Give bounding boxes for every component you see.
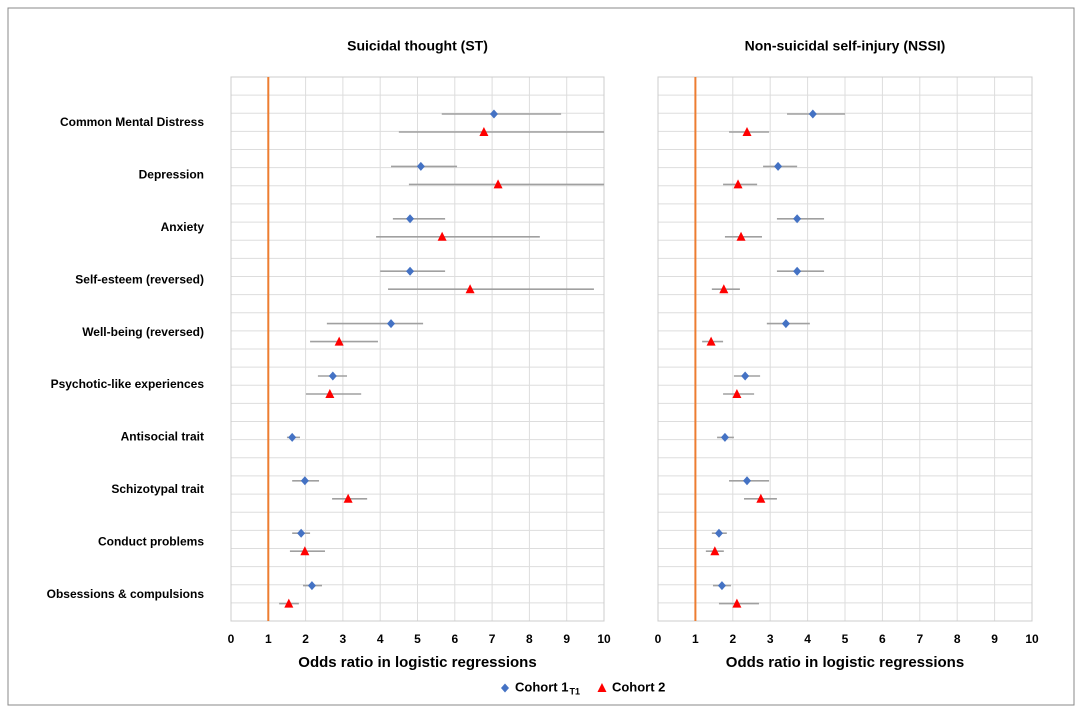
- x-tick-label: 2: [729, 632, 736, 646]
- category-label: Depression: [139, 168, 204, 182]
- diamond-marker: [297, 528, 306, 538]
- x-tick-label: 10: [1025, 632, 1039, 646]
- category-label: Obsessions & compulsions: [47, 587, 205, 601]
- triangle-marker: [736, 231, 746, 241]
- diamond-marker: [720, 432, 729, 442]
- diamond-marker: [416, 161, 425, 171]
- x-tick-label: 10: [597, 632, 611, 646]
- diamond-marker: [717, 581, 726, 591]
- x-tick-label: 2: [302, 632, 309, 646]
- triangle-marker: [479, 127, 489, 136]
- triangle-marker: [334, 336, 344, 346]
- triangle-marker: [493, 179, 503, 189]
- legend-label: Cohort 1: [515, 679, 568, 694]
- x-tick-label: 4: [804, 632, 811, 646]
- triangle-marker: [732, 389, 742, 398]
- triangle-marker: [719, 284, 729, 294]
- frame: [7, 7, 1075, 706]
- plot-border: [230, 76, 605, 622]
- diamond-marker: [387, 319, 396, 329]
- triangle-marker: [343, 493, 353, 503]
- diamond-marker: [743, 476, 752, 486]
- triangle-marker: [733, 179, 743, 189]
- x-tick-label: 5: [414, 632, 421, 646]
- triangle-marker: [325, 389, 335, 398]
- x-axis-title: Odds ratio in logistic regressions: [298, 654, 536, 671]
- diamond-marker: [781, 319, 790, 329]
- x-tick-label: 7: [916, 632, 923, 646]
- triangle-marker: [742, 127, 752, 136]
- category-label: Well-being (reversed): [82, 325, 204, 339]
- category-label: Antisocial trait: [121, 430, 204, 444]
- category-label: Conduct problems: [98, 534, 204, 548]
- category-label: Schizotypal trait: [111, 482, 204, 496]
- triangle-marker: [437, 231, 447, 241]
- diamond-marker: [406, 266, 415, 276]
- x-tick-label: 8: [954, 632, 961, 646]
- x-tick-label: 1: [692, 632, 699, 646]
- x-tick-label: 3: [340, 632, 347, 646]
- diamond-marker: [793, 214, 802, 224]
- x-tick-label: 5: [842, 632, 849, 646]
- triangle-marker: [300, 546, 310, 556]
- diamond-marker: [406, 214, 415, 224]
- x-tick-label: 9: [991, 632, 998, 646]
- triangle-marker: [465, 284, 475, 294]
- x-tick-label: 7: [489, 632, 496, 646]
- diamond-marker: [288, 432, 297, 442]
- category-label: Common Mental Distress: [60, 115, 204, 129]
- x-tick-label: 8: [526, 632, 533, 646]
- legend-marker: [501, 683, 509, 693]
- x-tick-label: 6: [451, 632, 458, 646]
- legend-label: Cohort 2: [612, 679, 665, 694]
- diamond-marker: [328, 371, 337, 381]
- x-tick-label: 4: [377, 632, 384, 646]
- triangle-marker: [284, 598, 294, 608]
- triangle-marker: [756, 493, 766, 503]
- diamond-marker: [774, 161, 783, 171]
- diamond-marker: [741, 371, 750, 381]
- legend-marker: [597, 683, 607, 692]
- plot-border: [657, 76, 1033, 622]
- x-tick-label: 1: [265, 632, 272, 646]
- triangle-marker: [710, 546, 720, 556]
- category-label: Self-esteem (reversed): [75, 272, 204, 286]
- diamond-marker: [714, 528, 723, 538]
- category-label: Psychotic-like experiences: [51, 377, 205, 391]
- diamond-marker: [793, 266, 802, 276]
- x-tick-label: 6: [879, 632, 886, 646]
- category-label: Anxiety: [161, 220, 205, 234]
- diamond-marker: [300, 476, 309, 486]
- diamond-marker: [307, 581, 316, 591]
- panel-title: Non-suicidal self-injury (NSSI): [745, 38, 946, 54]
- x-tick-label: 9: [563, 632, 570, 646]
- triangle-marker: [732, 598, 742, 608]
- triangle-marker: [706, 336, 716, 346]
- x-tick-label: 3: [767, 632, 774, 646]
- diamond-marker: [808, 109, 817, 119]
- x-axis-title: Odds ratio in logistic regressions: [726, 654, 964, 671]
- panel-title: Suicidal thought (ST): [347, 38, 488, 54]
- x-tick-label: 0: [228, 632, 235, 646]
- x-tick-label: 0: [655, 632, 662, 646]
- legend-subscript: T1: [569, 686, 580, 696]
- diamond-marker: [489, 109, 498, 119]
